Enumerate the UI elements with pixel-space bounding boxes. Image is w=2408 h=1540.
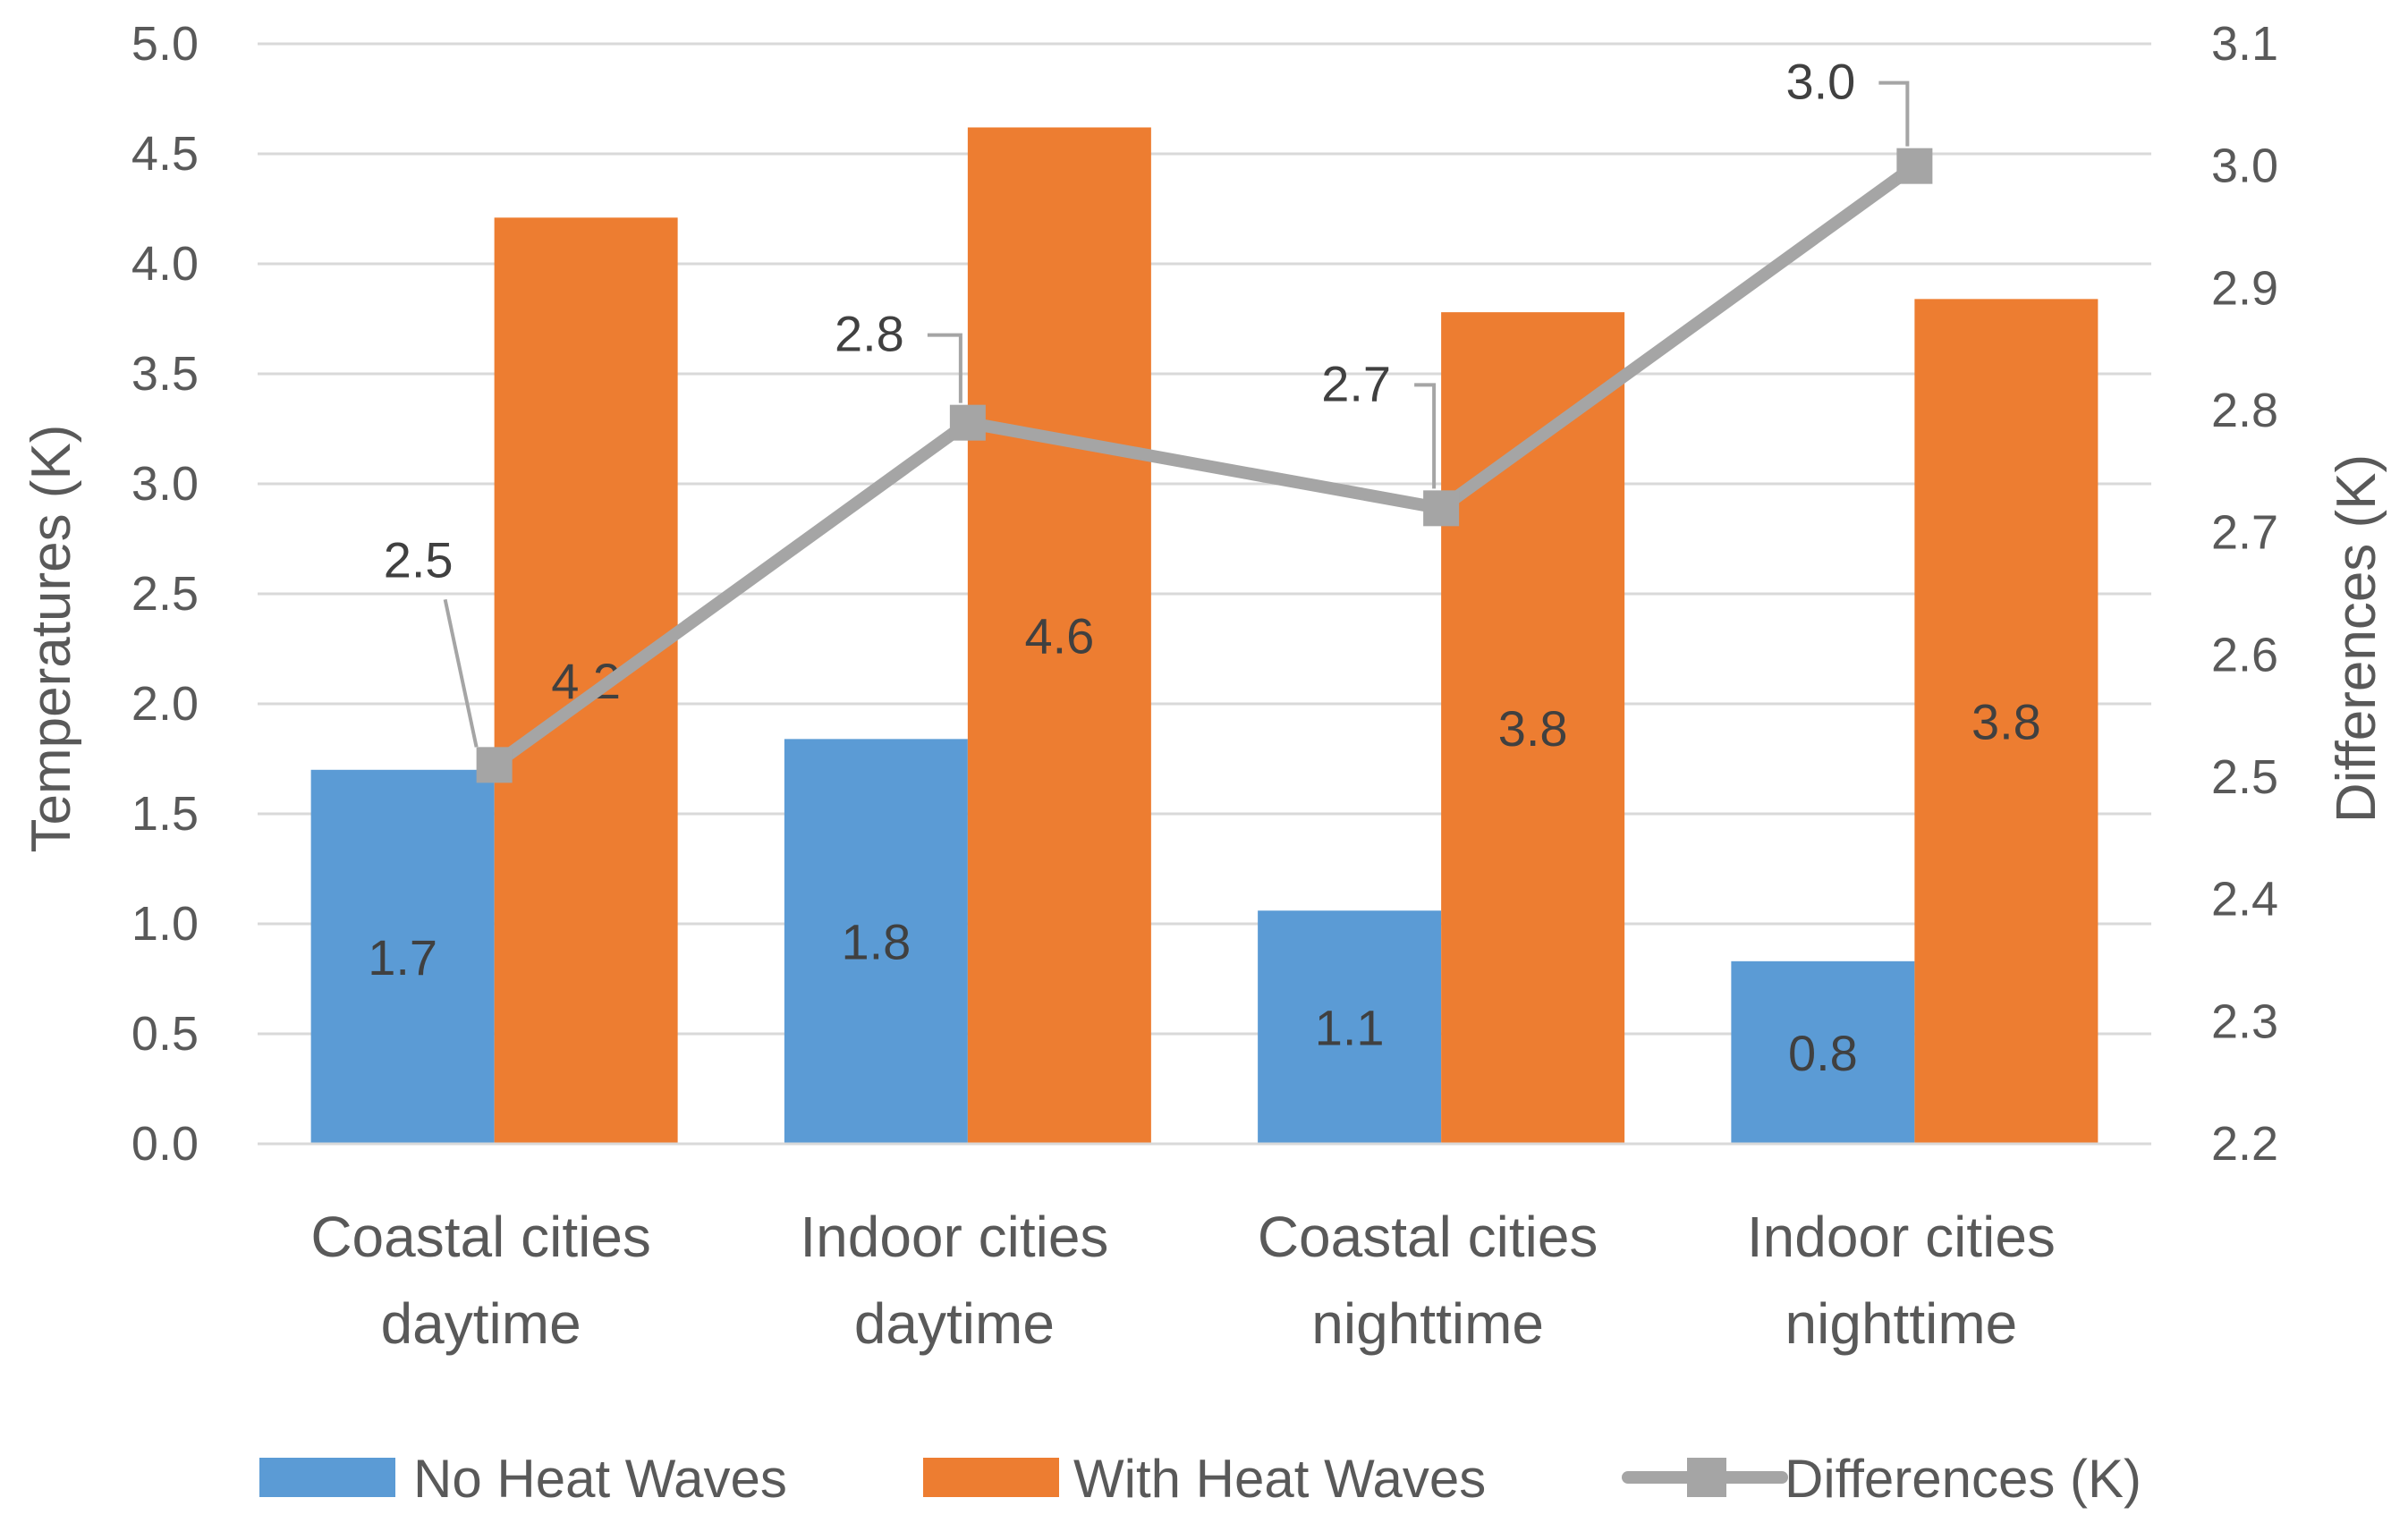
bar-data-label: 1.1 xyxy=(1315,1000,1385,1056)
bar-data-label: 1.7 xyxy=(368,929,437,986)
legend-label: With Heat Waves xyxy=(1073,1449,1486,1509)
data-label-leader-line xyxy=(1414,383,1437,489)
bar-data-label: 4.6 xyxy=(1024,608,1094,664)
right-axis-tick-label: 2.9 xyxy=(2211,261,2278,315)
right-axis-tick-label: 2.7 xyxy=(2211,506,2278,560)
bar-no-heat-waves xyxy=(784,739,968,1144)
category-label: daytime xyxy=(381,1291,581,1356)
right-axis-tick-label: 3.0 xyxy=(2211,140,2278,193)
left-axis-tick-label: 2.0 xyxy=(131,677,199,731)
legend-label: Differences (K) xyxy=(1785,1449,2141,1509)
differences-marker xyxy=(1423,490,1460,527)
data-label-leader-line xyxy=(443,598,479,748)
bar-data-label: 3.8 xyxy=(1971,694,2041,750)
category-label: daytime xyxy=(854,1291,1055,1356)
differences-line xyxy=(488,159,1921,772)
differences-marker xyxy=(1896,148,1933,184)
legend-swatch xyxy=(923,1458,1059,1497)
left-axis-tick-label: 3.0 xyxy=(131,457,199,511)
differences-data-label: 2.8 xyxy=(835,306,904,362)
left-axis-tick-label: 0.5 xyxy=(131,1007,199,1061)
category-label: Coastal cities xyxy=(1258,1205,1598,1269)
right-axis-tick-label: 2.4 xyxy=(2211,873,2278,927)
right-axis-tick-label: 2.2 xyxy=(2211,1117,2278,1171)
bar-with-heat-waves xyxy=(494,217,678,1145)
left-axis-tick-label: 0.0 xyxy=(131,1117,199,1171)
differences-marker xyxy=(949,404,986,441)
data-label-leader-line xyxy=(927,333,962,403)
bar-data-label: 0.8 xyxy=(1788,1025,1858,1081)
left-axis-tick-label: 5.0 xyxy=(131,17,199,71)
differences-data-label: 3.0 xyxy=(1785,54,1855,110)
left-axis-tick-label: 1.5 xyxy=(131,787,199,841)
right-axis-tick-label: 2.8 xyxy=(2211,384,2278,437)
bar-no-heat-waves xyxy=(310,769,495,1144)
bar-data-label: 1.8 xyxy=(841,914,911,970)
category-label: nighttime xyxy=(1311,1291,1544,1356)
differences-data-label: 2.5 xyxy=(384,531,454,588)
left-axis-title: Temperatures (K) xyxy=(21,425,82,853)
category-label: Coastal cities xyxy=(310,1205,651,1269)
category-label: nighttime xyxy=(1785,1291,2018,1356)
left-axis-tick-label: 4.5 xyxy=(131,127,199,181)
left-axis-tick-label: 1.0 xyxy=(131,897,199,951)
legend-label: No Heat Waves xyxy=(413,1449,787,1509)
legend-marker xyxy=(1687,1458,1726,1497)
right-axis-tick-label: 2.6 xyxy=(2211,628,2278,681)
differences-marker xyxy=(476,747,513,783)
differences-data-label: 2.7 xyxy=(1321,355,1391,411)
right-axis-tick-label: 3.1 xyxy=(2211,17,2278,71)
bar-data-label: 3.8 xyxy=(1498,700,1568,757)
category-label: Indoor cities xyxy=(800,1205,1108,1269)
bar-with-heat-waves xyxy=(1441,312,1625,1144)
right-axis-tick-label: 2.3 xyxy=(2211,994,2278,1048)
right-axis-tick-label: 2.5 xyxy=(2211,750,2278,804)
left-axis-tick-label: 2.5 xyxy=(131,567,199,621)
left-axis-tick-label: 4.0 xyxy=(131,237,199,291)
bar-with-heat-waves xyxy=(1914,299,2099,1144)
bar-with-heat-waves xyxy=(967,127,1151,1145)
legend-swatch xyxy=(259,1458,395,1497)
left-axis-tick-label: 3.5 xyxy=(131,347,199,401)
bar-no-heat-waves xyxy=(1731,960,1915,1144)
category-label: Indoor cities xyxy=(1747,1205,2056,1269)
bar-no-heat-waves xyxy=(1258,910,1442,1144)
data-label-leader-line xyxy=(1878,80,1910,147)
right-axis-title: Differences (K) xyxy=(2326,454,2387,823)
